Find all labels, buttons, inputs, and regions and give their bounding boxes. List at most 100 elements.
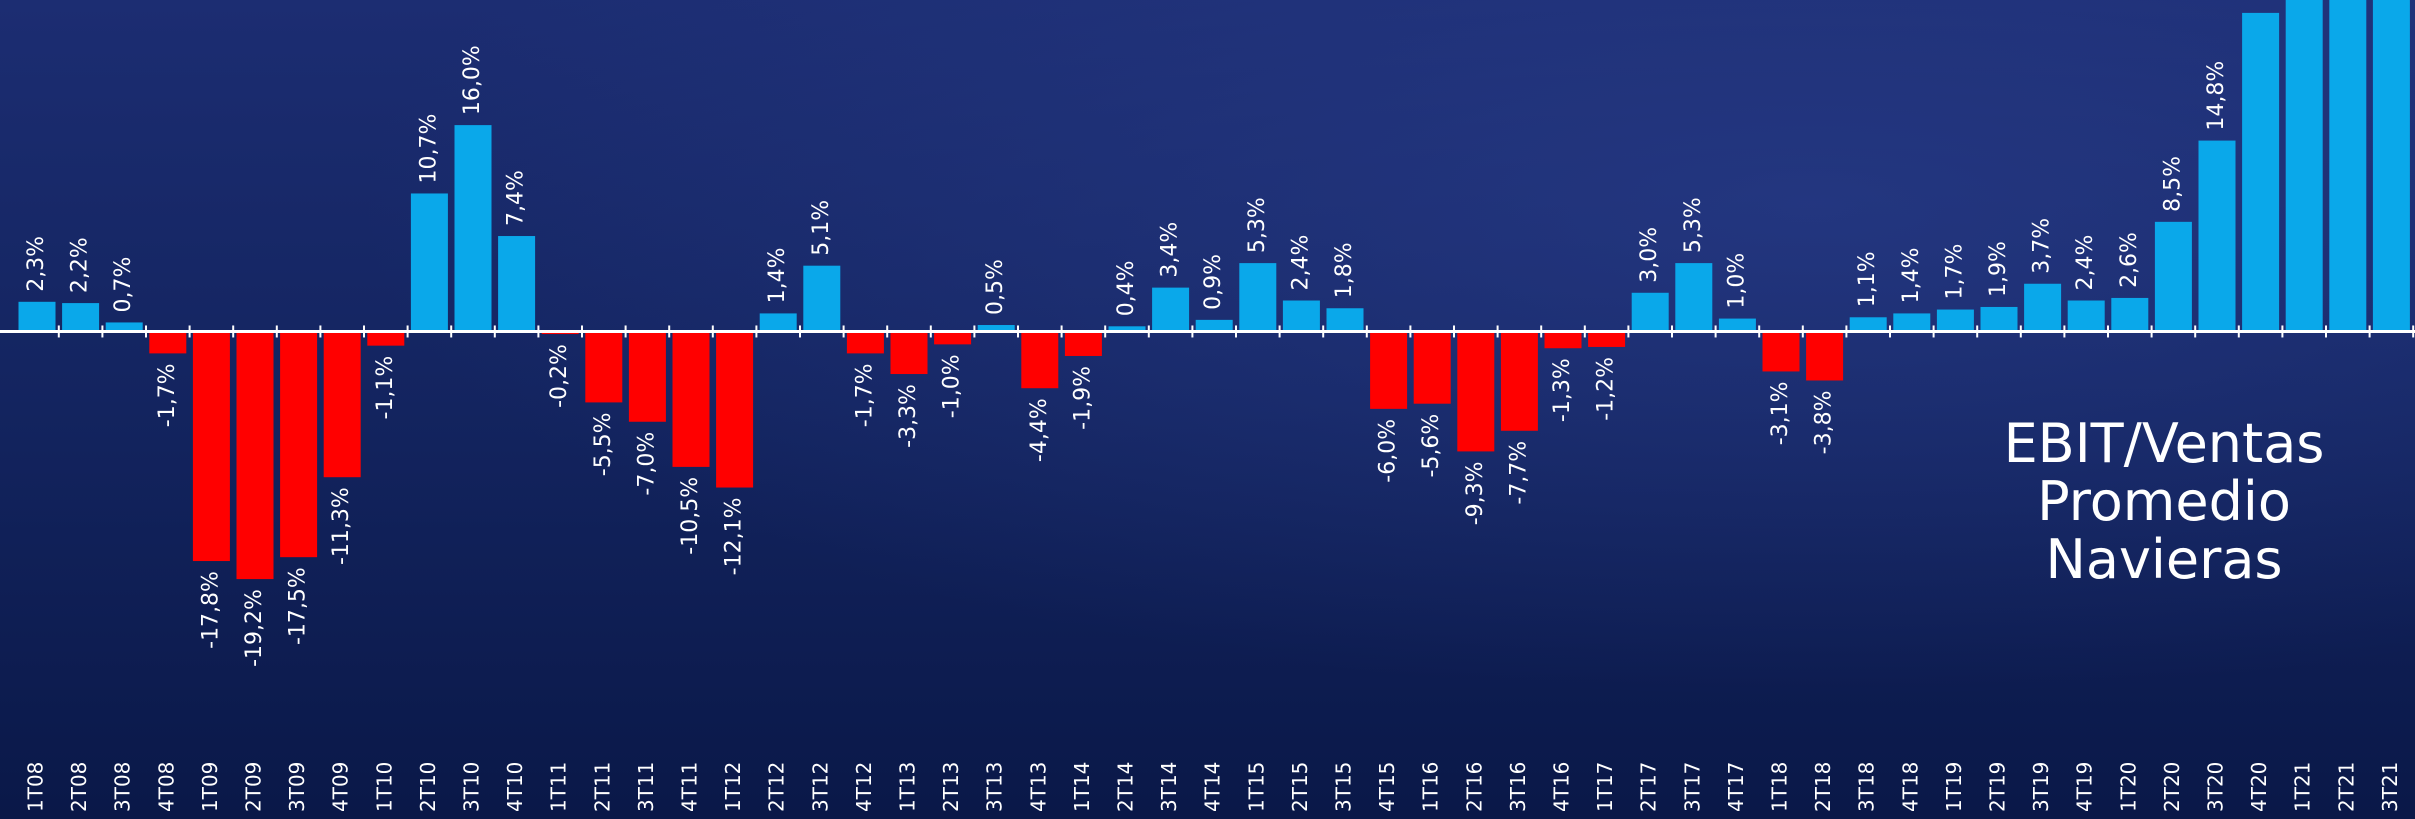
bar (18, 301, 56, 332)
data-label: 2,4% (1288, 235, 1313, 291)
data-label: -11,3% (329, 487, 354, 565)
data-label: 1,9% (1986, 241, 2011, 297)
x-tick-label: 3T11 (634, 762, 658, 812)
x-tick-label: 4T11 (678, 762, 702, 812)
x-tick-label: 1T16 (1419, 762, 1443, 812)
bar (890, 331, 928, 375)
data-label: -9,3% (1463, 461, 1488, 525)
x-tick-label: 4T18 (1898, 762, 1922, 812)
data-label: 1,1% (1855, 251, 1880, 307)
data-label: 0,4% (1114, 260, 1139, 316)
x-tick-label: 4T20 (2247, 762, 2271, 812)
bar (1064, 331, 1102, 356)
data-label: -3,1% (1768, 381, 1793, 445)
x-tick-label: 3T19 (2029, 762, 2053, 812)
data-label: 2,4% (2073, 235, 2098, 291)
data-label: 10,7% (416, 114, 441, 184)
data-label: 2,3% (24, 236, 49, 292)
bar (2242, 12, 2280, 332)
bar (1849, 317, 1887, 332)
data-label: -10,5% (678, 477, 703, 555)
data-label: 1,4% (765, 248, 790, 304)
data-label: -1,0% (940, 354, 965, 418)
data-label: 1,4% (1899, 248, 1924, 304)
bar (1152, 287, 1190, 332)
bar (2198, 140, 2236, 332)
data-label: 3,7% (2030, 218, 2055, 274)
bar (2372, 0, 2410, 332)
bar (1500, 331, 1538, 431)
x-tick-label: 1T21 (2291, 762, 2315, 812)
data-label: 2,6% (2117, 232, 2142, 288)
x-tick-label: 3T16 (1506, 762, 1530, 812)
bar (803, 265, 841, 332)
bar (1631, 292, 1669, 332)
x-tick-label: 3T21 (2378, 762, 2402, 812)
bar (1544, 331, 1582, 349)
bar (367, 331, 405, 346)
x-tick-label: 3T10 (460, 762, 484, 812)
x-tick-label: 3T18 (1855, 762, 1879, 812)
x-tick-label: 2T09 (242, 762, 266, 812)
data-label: -17,8% (198, 571, 223, 649)
x-tick-label: 3T12 (808, 762, 832, 812)
x-tick-label: 1T20 (2116, 762, 2140, 812)
bar (1326, 308, 1364, 332)
x-tick-label: 3T15 (1332, 762, 1356, 812)
data-label: 14,8% (2204, 61, 2229, 131)
x-tick-label: 2T11 (590, 762, 614, 812)
bar (192, 331, 230, 562)
x-tick-label: 4T14 (1201, 762, 1225, 812)
data-label: 7,4% (504, 170, 529, 226)
x-tick-label: 2T10 (416, 762, 440, 812)
bar (2329, 0, 2367, 332)
x-tick-label: 1T11 (547, 762, 571, 812)
x-tick-label: 1T18 (1768, 762, 1792, 812)
bar (2154, 221, 2192, 332)
x-tick-label: 2T20 (2160, 762, 2184, 812)
bar (716, 331, 754, 488)
data-label: -0,2% (547, 344, 572, 408)
x-tick-label: 4T16 (1550, 762, 1574, 812)
data-label: 5,3% (1245, 197, 1270, 253)
data-label: -7,7% (1506, 441, 1531, 505)
x-tick-label: 2T16 (1462, 762, 1486, 812)
bar (1370, 331, 1408, 409)
bar (149, 331, 187, 354)
x-tick-label: 2T08 (67, 762, 91, 812)
bar (454, 125, 492, 332)
data-label: 5,3% (1681, 197, 1706, 253)
data-label: 1,0% (1724, 253, 1749, 309)
bar (62, 303, 100, 332)
bar (410, 193, 448, 332)
bar (1936, 309, 1974, 332)
bar (1588, 331, 1626, 347)
x-tick-label: 1T09 (198, 762, 222, 812)
data-label: -5,6% (1419, 414, 1444, 478)
data-label: 1,8% (1332, 242, 1357, 298)
bar (2285, 0, 2323, 332)
data-label: 0,9% (1201, 254, 1226, 310)
x-tick-label: 2T15 (1288, 762, 1312, 812)
data-label: -6,0% (1376, 419, 1401, 483)
x-tick-label: 4T12 (852, 762, 876, 812)
x-tick-label: 2T17 (1637, 762, 1661, 812)
data-label: -1,9% (1070, 366, 1095, 430)
chart-title: Navieras (2045, 528, 2282, 591)
bar (1108, 326, 1146, 332)
bar (1893, 313, 1931, 332)
x-tick-label: 1T08 (24, 762, 48, 812)
chart-title: EBIT/Ventas (2004, 412, 2325, 475)
bar (2111, 297, 2149, 332)
x-tick-label: 1T17 (1593, 762, 1617, 812)
bar (1457, 331, 1495, 452)
bar (846, 331, 884, 354)
bar (1282, 300, 1320, 332)
data-label: -12,1% (722, 498, 747, 576)
bar (934, 331, 972, 345)
x-tick-label: 1T12 (721, 762, 745, 812)
bar (1021, 331, 1059, 389)
